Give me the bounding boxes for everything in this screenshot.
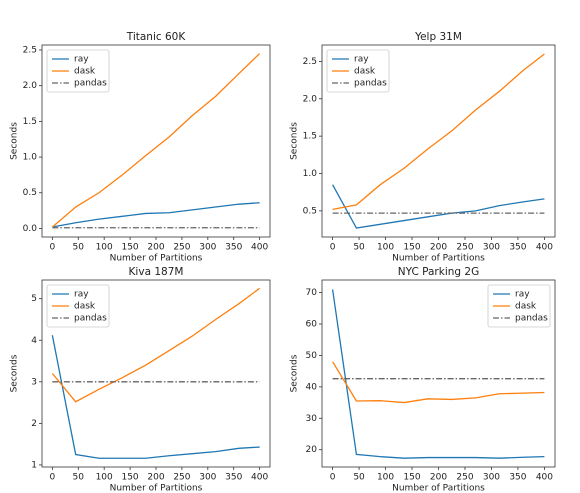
x-tick-label: 0 [330,473,336,483]
y-axis-label: Seconds [10,122,20,160]
legend-label: dask [515,302,537,312]
x-tick-label: 50 [73,473,85,483]
series-line [51,287,261,403]
x-tick-label: 50 [73,243,85,253]
x-tick-label: 150 [403,473,420,483]
x-tick-label: 150 [403,243,420,253]
x-tick-label: 400 [536,473,553,483]
x-tick-label: 100 [96,243,113,253]
y-tick-label: 4 [31,336,37,346]
chart-title: Kiva 187M [129,266,184,278]
y-axis-label: Seconds [290,122,300,160]
y-tick-label: 20 [306,445,318,455]
x-tick-label: 50 [353,243,365,253]
y-tick-label: 5 [31,294,37,304]
legend-label: dask [74,302,96,312]
y-tick-label: 2 [31,419,37,429]
x-tick-label: 300 [483,243,500,253]
x-tick-label: 300 [199,473,216,483]
y-tick-label: 50 [306,351,318,361]
legend-label: ray [74,290,89,300]
legend-label: dask [74,67,96,77]
y-tick-label: 2.5 [303,57,317,67]
x-tick-label: 300 [199,243,216,253]
y-tick-label: 1.5 [303,132,317,142]
y-axis-label: Seconds [290,354,300,392]
x-tick-label: 200 [430,243,447,253]
x-tick-label: 250 [456,473,473,483]
x-tick-label: 200 [147,243,164,253]
x-tick-label: 400 [251,243,268,253]
x-tick-label: 150 [121,243,138,253]
legend-box [46,49,110,93]
legend-label: pandas [74,314,107,324]
y-tick-label: 0.5 [303,206,317,216]
y-tick-label: 40 [306,382,318,392]
x-tick-label: 50 [353,473,365,483]
series-line [331,289,545,459]
legend-label: ray [515,290,530,300]
x-tick-label: 100 [377,473,394,483]
x-axis-label: Number of Partitions [110,254,203,264]
x-tick-label: 400 [251,473,268,483]
x-tick-label: 300 [483,473,500,483]
y-tick-label: 1.0 [23,153,38,163]
y-tick-label: 70 [306,288,318,298]
chart-title: NYC Parking 2G [398,266,479,278]
y-tick-label: 2.0 [303,94,318,104]
x-tick-label: 250 [173,473,190,483]
x-axis-label: Number of Partitions [392,484,485,493]
chart-title: Yelp 31M [414,31,462,43]
legend-label: ray [354,55,369,65]
x-tick-label: 150 [121,473,138,483]
series-line [332,53,545,210]
x-tick-label: 350 [225,473,242,483]
y-axis-label: Seconds [10,354,20,392]
legend-box [46,284,110,328]
x-tick-label: 100 [96,473,113,483]
series-line [52,202,260,228]
y-tick-label: 1.0 [303,169,318,179]
legend-label: dask [354,67,376,77]
x-axis-label: Number of Partitions [110,484,203,493]
y-tick-label: 3 [31,377,37,387]
x-tick-label: 350 [509,243,526,253]
chart-title: Titanic 60K [126,31,187,43]
x-tick-label: 100 [377,243,394,253]
x-tick-label: 0 [49,243,55,253]
y-tick-label: 1 [31,460,37,470]
series-line [332,361,545,404]
y-tick-label: 2.5 [23,45,37,55]
legend-label: pandas [354,79,387,89]
y-tick-label: 30 [306,414,318,424]
series-line [51,335,260,459]
legend-label: ray [74,55,89,65]
y-tick-label: 0.0 [23,224,38,234]
y-tick-label: 60 [306,320,318,330]
series-line [332,184,545,229]
y-tick-label: 2.0 [23,81,38,91]
legend-label: pandas [74,79,107,89]
x-tick-label: 0 [330,243,336,253]
x-tick-label: 350 [509,473,526,483]
legend-box [487,284,551,328]
y-tick-label: 1.5 [23,117,37,127]
x-tick-label: 250 [456,243,473,253]
legend-box [326,49,390,93]
series-line [51,53,261,228]
legend-label: pandas [515,314,548,324]
x-axis-label: Number of Partitions [392,254,485,264]
x-tick-label: 400 [536,243,553,253]
y-tick-label: 0.5 [23,188,37,198]
x-tick-label: 0 [49,473,55,483]
x-tick-label: 200 [147,473,164,483]
x-tick-label: 350 [225,243,242,253]
x-tick-label: 200 [430,473,447,483]
x-tick-label: 250 [173,243,190,253]
